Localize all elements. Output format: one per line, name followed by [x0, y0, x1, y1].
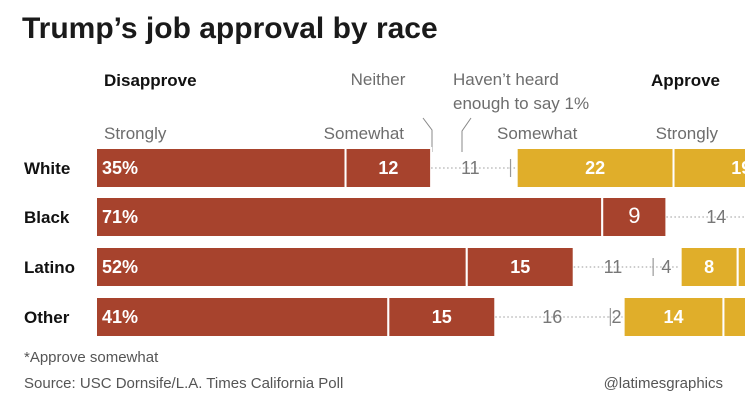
gray-label-other-2: 16 [542, 307, 562, 327]
approve-strongly-header: Strongly [656, 124, 719, 143]
bar-black-1 [601, 196, 668, 238]
bar-label-latino-4: 8 [704, 257, 714, 277]
row-label-latino: Latino [24, 258, 75, 277]
row-white: White 35% 12 11 22 19 [24, 147, 745, 189]
bar-white-5 [672, 147, 745, 189]
bar-other-4 [622, 296, 725, 338]
bar-other-0 [95, 296, 390, 338]
bar-label-other-4: 14 [664, 307, 684, 327]
bar-latino-0 [95, 246, 468, 288]
disapprove-somewhat-header: Somewhat [324, 124, 405, 143]
bar-label-latino-1: 15 [510, 257, 530, 277]
bar-other-1 [387, 296, 497, 338]
gray-label-latino-3: 4 [661, 257, 671, 277]
gray-label-white-2: 11 [461, 158, 480, 178]
bar-other-5 [722, 296, 745, 338]
bar-label-white-1: 12 [378, 158, 398, 178]
bar-white-1 [344, 147, 433, 189]
bar-label-other-1: 15 [432, 307, 452, 327]
chart-title: Trump’s job approval by race [22, 12, 438, 45]
gray-label-black-2: 14 [706, 207, 726, 227]
disapprove-header: Disapprove [104, 71, 197, 90]
gray-label-latino-2: 11 [604, 257, 623, 277]
footnote: *Approve somewhat [24, 349, 159, 366]
row-label-white: White [24, 159, 70, 178]
bar-label-black-1: 9 [628, 203, 640, 228]
bar-black-0 [95, 196, 604, 238]
havent-heard-header: Haven’t heard enough to say 1% [453, 70, 589, 113]
gray-label-other-3: 2 [611, 307, 621, 327]
neither-header: Neither [351, 70, 406, 89]
row-label-other: Other [24, 308, 70, 327]
havent-heard-leader-line [461, 117, 472, 152]
bar-label-other-0: 41% [102, 307, 138, 327]
disapprove-strongly-header: Strongly [104, 124, 167, 143]
bar-label-black-0: 71% [102, 207, 138, 227]
leader-lines [422, 117, 472, 152]
bar-latino-1 [465, 246, 575, 288]
bar-rows: White35%12112219Black71%91423*Latino52%1… [24, 147, 745, 338]
bar-white-0 [95, 147, 347, 189]
bar-label-white-4: 22 [585, 158, 605, 178]
neither-leader-line [422, 117, 433, 152]
bar-label-latino-0: 52% [102, 257, 138, 277]
source-note: Source: USC Dornsife/L.A. Times Californ… [24, 375, 343, 392]
approve-somewhat-header: Somewhat [497, 124, 578, 143]
bar-latino-5 [736, 246, 745, 288]
bar-label-white-0: 35% [102, 158, 138, 178]
credit: @latimesgraphics [604, 375, 723, 392]
bar-white-4 [515, 147, 675, 189]
approve-header: Approve [651, 71, 720, 90]
bar-label-white-5: 19 [731, 158, 745, 178]
row-label-black: Black [24, 208, 70, 227]
